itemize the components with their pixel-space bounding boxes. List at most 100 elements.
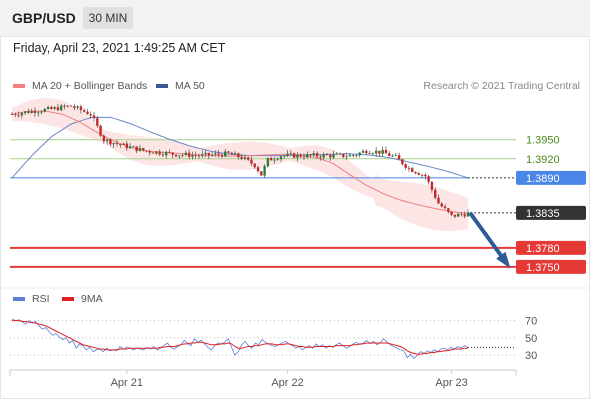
legend-ma50: MA 50 — [156, 80, 205, 92]
candle-85 — [289, 153, 293, 155]
candle-7 — [33, 110, 37, 114]
top-bar: GBP/USD 30 MIN — [0, 0, 590, 37]
level-label-bg-4 — [516, 240, 586, 255]
rsi-tick-label-2: 30 — [525, 350, 537, 362]
candle-112 — [378, 150, 381, 154]
candle-121 — [407, 167, 411, 169]
candle-109 — [368, 153, 371, 154]
candle-138 — [463, 214, 466, 217]
candle-82 — [279, 156, 283, 160]
candle-17 — [66, 105, 69, 107]
candle-12 — [50, 107, 53, 109]
level-label-3: 1.3835 — [526, 208, 560, 220]
candle-78 — [266, 158, 270, 167]
candle-11 — [46, 107, 50, 109]
candle-120 — [404, 164, 407, 168]
candle-106 — [358, 152, 361, 156]
candle-111 — [374, 150, 378, 154]
candle-139 — [466, 212, 470, 217]
candle-123 — [414, 171, 417, 174]
candle-26 — [96, 118, 99, 126]
legend-ma50-swatch — [156, 84, 168, 88]
candle-0 — [10, 114, 14, 116]
candle-62 — [214, 153, 217, 155]
candle-8 — [37, 112, 40, 114]
legend-9ma: 9MA — [62, 293, 103, 305]
legend-rsi-swatch — [13, 297, 25, 301]
candle-124 — [417, 173, 420, 175]
candle-90 — [306, 154, 309, 158]
candle-37 — [132, 146, 135, 148]
candle-68 — [233, 153, 237, 155]
candle-133 — [447, 208, 450, 212]
candle-18 — [69, 105, 73, 107]
candle-83 — [283, 155, 286, 157]
candle-110 — [371, 153, 375, 155]
candle-75 — [256, 167, 260, 172]
candle-113 — [381, 149, 384, 154]
candle-21 — [79, 106, 83, 111]
candle-98 — [332, 154, 335, 158]
candle-31 — [112, 143, 115, 145]
candle-107 — [361, 150, 365, 153]
symbol-title: GBP/USD — [12, 10, 76, 26]
candle-101 — [342, 153, 345, 157]
rsi-tick-label-0: 70 — [525, 316, 537, 328]
candle-32 — [115, 143, 119, 144]
candle-125 — [420, 174, 424, 176]
candle-135 — [453, 214, 457, 217]
candle-76 — [260, 171, 263, 176]
rsi-line — [11, 318, 469, 360]
candle-71 — [243, 157, 247, 159]
candle-131 — [440, 203, 443, 207]
candle-57 — [197, 155, 201, 157]
candle-51 — [178, 155, 181, 157]
candle-99 — [335, 153, 338, 155]
candle-55 — [191, 155, 194, 157]
candle-118 — [397, 155, 401, 160]
candle-19 — [73, 106, 76, 108]
candle-14 — [56, 107, 60, 111]
candle-15 — [60, 105, 63, 111]
rsi-tick-label-1: 50 — [525, 333, 537, 345]
candle-28 — [102, 135, 106, 142]
candle-69 — [237, 153, 240, 158]
level-label-5: 1.3750 — [526, 262, 560, 274]
candle-93 — [315, 153, 319, 157]
candle-35 — [125, 143, 129, 149]
candle-63 — [217, 153, 220, 155]
timeframe-button[interactable]: 30 MIN — [83, 7, 133, 29]
candle-42 — [148, 150, 151, 153]
legend-ma50-label: MA 50 — [175, 80, 205, 92]
candle-50 — [174, 154, 178, 157]
candle-88 — [299, 154, 302, 157]
candle-116 — [391, 155, 394, 157]
forecast-arrow-head — [496, 251, 511, 269]
rsi-ma-line — [12, 320, 468, 355]
candle-64 — [220, 154, 224, 157]
candle-81 — [276, 159, 279, 160]
candle-130 — [437, 197, 440, 204]
candle-48 — [168, 151, 171, 153]
candle-134 — [450, 211, 453, 215]
candle-30 — [109, 139, 112, 145]
candle-84 — [286, 153, 289, 156]
candle-103 — [348, 155, 352, 157]
candle-92 — [312, 153, 316, 156]
legend-ma20: MA 20 + Bollinger Bands — [13, 80, 147, 92]
candle-91 — [309, 154, 312, 156]
level-label-bg-2 — [516, 170, 586, 185]
candle-74 — [253, 163, 256, 168]
candle-73 — [250, 159, 253, 164]
chart-datetime: Friday, April 23, 2021 1:49:25 AM CET — [13, 41, 226, 55]
candle-49 — [171, 152, 174, 155]
research-credit: Research © 2021 Trading Central — [423, 80, 580, 92]
candle-122 — [411, 168, 414, 172]
candle-34 — [122, 143, 125, 145]
legend-9ma-swatch — [62, 297, 74, 301]
candle-104 — [351, 155, 355, 156]
candle-108 — [365, 150, 368, 154]
candle-27 — [99, 125, 102, 136]
candle-25 — [92, 115, 96, 119]
